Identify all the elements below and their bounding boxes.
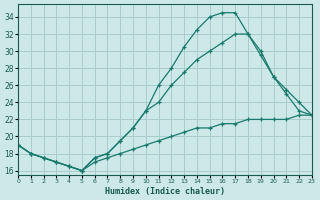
X-axis label: Humidex (Indice chaleur): Humidex (Indice chaleur): [105, 187, 225, 196]
